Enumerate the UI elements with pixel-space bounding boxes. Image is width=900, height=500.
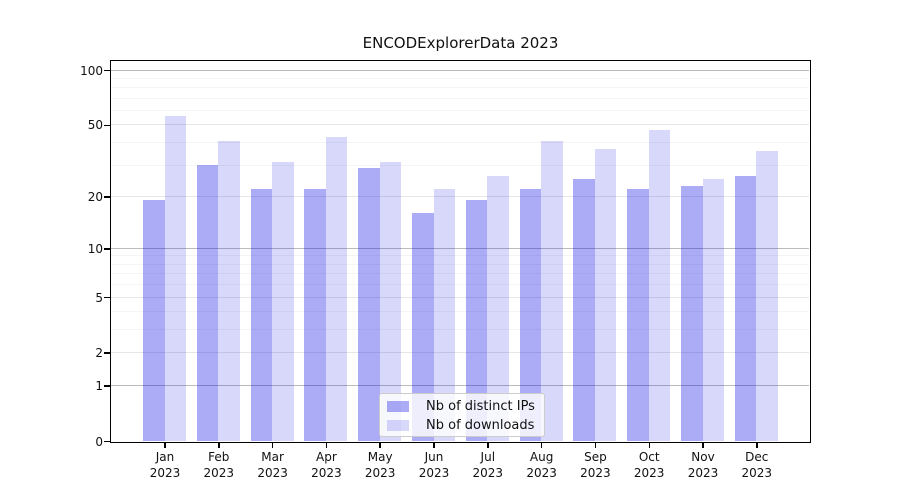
gridline-labeled-minor-20 [111,195,809,197]
bar-downloads-mar [272,162,294,441]
x-tick-mark-jul [487,443,489,448]
gridline-labeled-minor-5 [111,296,809,298]
y-tick-mark-1 [104,385,110,387]
gridline-minor-30 [111,164,809,166]
x-tick-label-jun: Jun 2023 [418,450,450,480]
gridline-major-1 [111,384,809,386]
plot-inner [111,61,809,441]
gridline-major-10 [111,247,809,249]
x-tick-mark-feb [218,443,220,448]
bar-distinct-ips-sep [573,179,595,441]
y-tick-mark-100 [104,69,110,72]
bar-downloads-jun [433,189,455,441]
y-tick-label-20: 20 [87,189,103,204]
x-tick-label-dec: Dec 2023 [741,450,773,480]
bar-distinct-ips-dec [734,176,757,441]
x-tick-label-may: May 2023 [364,450,396,480]
bar-downloads-nov [702,179,724,441]
y-tick-mark-0 [104,440,110,443]
y-tick-mark-5 [104,296,110,299]
x-tick-label-apr: Apr 2023 [311,450,342,480]
legend: Nb of distinct IPs Nb of downloads [379,393,545,437]
bar-distinct-ips-feb [196,165,219,441]
bar-distinct-ips-jun [412,213,434,441]
bar-distinct-ips-aug [519,189,542,441]
x-tick-mark-mar [271,443,274,448]
x-tick-mark-oct [648,443,650,448]
x-tick-label-jul: Jul 2023 [472,450,504,480]
gridline-labeled-minor-50 [111,124,809,126]
x-tick-mark-nov [702,443,704,448]
x-tick-label-jan: Jan 2023 [149,450,181,480]
gridline-minor-9 [111,255,809,257]
y-tick-label-2: 2 [95,346,103,361]
x-tick-mark-jan [164,443,166,448]
gridline-minor-4 [111,311,809,313]
y-tick-label-5: 5 [95,290,103,305]
bar-distinct-ips-may [358,167,380,441]
bar-downloads-jul [487,176,509,441]
bar-distinct-ips-jul [465,200,488,441]
x-tick-mark-jun [433,443,435,448]
legend-row-distinct-ips: Nb of distinct IPs [380,397,544,416]
gridline-minor-6 [111,284,809,286]
gridline-minor-8 [111,263,809,265]
gridline-minor-90 [111,77,809,79]
bar-distinct-ips-nov [681,185,703,441]
bar-distinct-ips-oct [627,189,649,441]
x-tick-mark-dec [756,443,758,448]
legend-label-downloads: Nb of downloads [426,418,535,433]
bar-downloads-sep [594,148,617,441]
gridline-minor-60 [111,110,809,112]
gridline-minor-3 [111,329,809,331]
bar-distinct-ips-apr [304,189,326,441]
x-tick-label-aug: Aug 2023 [526,450,557,480]
x-tick-mark-apr [325,443,328,448]
bar-downloads-oct [648,129,671,441]
y-tick-mark-50 [104,124,110,127]
legend-label-distinct-ips: Nb of distinct IPs [426,399,535,414]
y-tick-mark-10 [104,248,110,250]
legend-swatch-downloads [387,420,409,431]
legend-row-downloads: Nb of downloads [380,416,544,435]
x-tick-label-sep: Sep 2023 [580,450,611,480]
gridline-minor-40 [111,142,809,143]
x-tick-mark-sep [594,443,597,448]
x-tick-label-nov: Nov 2023 [687,450,719,480]
x-tick-label-mar: Mar 2023 [257,450,288,480]
x-tick-mark-aug [540,443,543,448]
gridline-minor-80 [111,87,809,89]
y-tick-label-0: 0 [95,434,103,449]
x-tick-label-oct: Oct 2023 [633,450,665,480]
y-tick-label-50: 50 [87,118,103,133]
bar-distinct-ips-mar [250,189,273,441]
gridline-labeled-minor-2 [111,352,809,354]
bar-downloads-dec [756,150,778,441]
bar-downloads-aug [541,140,563,441]
x-tick-mark-may [379,443,381,448]
y-tick-mark-2 [104,352,110,354]
y-tick-label-1: 1 [95,378,103,393]
bar-downloads-feb [218,140,240,441]
legend-swatch-distinct-ips [387,401,409,412]
x-tick-label-feb: Feb 2023 [203,450,235,480]
bar-distinct-ips-jan [143,200,165,441]
plot-area [110,60,811,443]
bar-downloads-may [379,162,402,441]
y-tick-label-100: 100 [80,63,103,78]
chart-title: ENCODExplorerData 2023 [362,34,559,52]
y-tick-label-10: 10 [87,241,103,256]
gridline-minor-7 [111,273,809,275]
bar-downloads-jan [164,116,186,441]
bar-downloads-apr [325,136,348,441]
gridline-major-100 [111,69,809,71]
y-tick-mark-20 [104,196,110,198]
gridline-minor-70 [111,97,809,99]
